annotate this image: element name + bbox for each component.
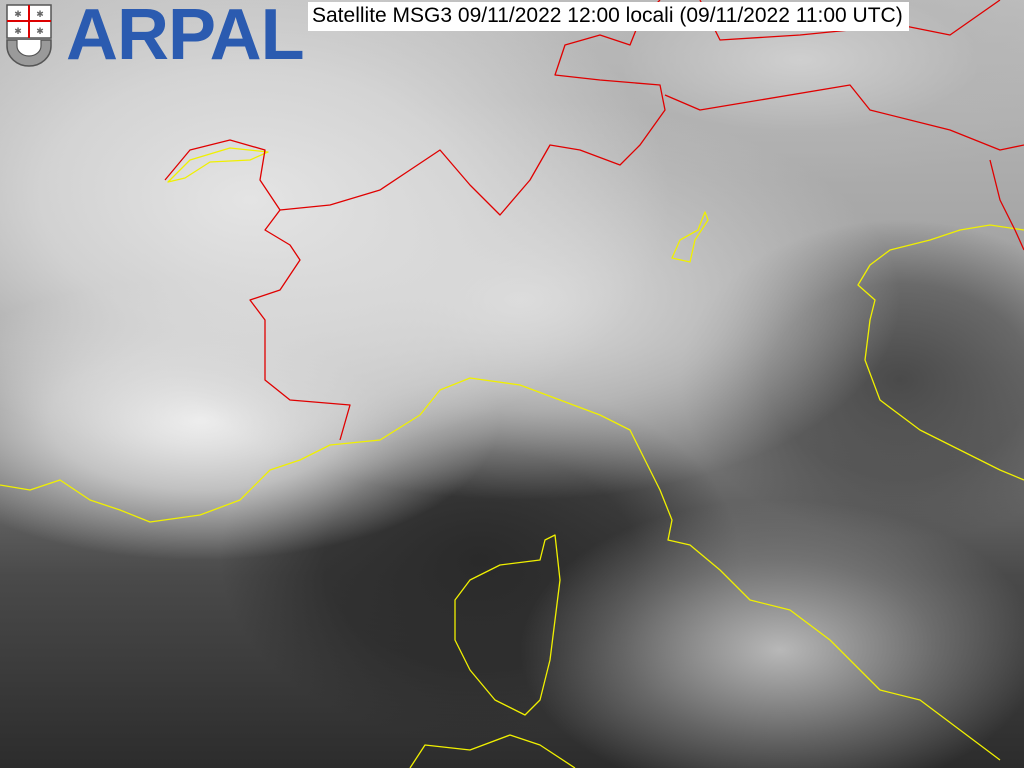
svg-text:✱: ✱: [14, 26, 22, 36]
arpal-logo-text: ARPAL: [66, 0, 305, 75]
coastline-liguria-france: [0, 377, 1001, 761]
svg-text:✱: ✱: [14, 9, 22, 19]
coastline-sardinia: [409, 734, 576, 768]
coastline-adriatic: [857, 224, 1024, 481]
border-slovenia: [989, 159, 1024, 251]
liguria-shield-icon: ✱ ✱ ✱ ✱: [6, 4, 52, 67]
coastline-corsica: [454, 534, 561, 716]
border-switzerland: [279, 0, 666, 216]
arpal-logo: ✱ ✱ ✱ ✱ ARPAL: [4, 0, 305, 75]
lake-garda: [671, 211, 709, 263]
border-france-italy: [164, 139, 351, 441]
svg-text:✱: ✱: [36, 9, 44, 19]
svg-text:✱: ✱: [36, 26, 44, 36]
border-austria: [664, 84, 1024, 151]
lake-geneva: [167, 147, 269, 183]
image-title: Satellite MSG3 09/11/2022 12:00 locali (…: [308, 2, 909, 31]
